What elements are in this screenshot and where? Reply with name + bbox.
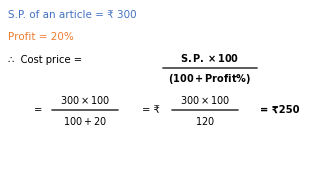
Text: $300\times100$: $300\times100$ bbox=[60, 93, 110, 105]
Text: $120$: $120$ bbox=[195, 114, 215, 126]
Text: S.P. of an article = ₹ 300: S.P. of an article = ₹ 300 bbox=[8, 10, 137, 20]
Text: = ₹: = ₹ bbox=[142, 105, 160, 115]
Text: $\bf{(100 + Profit\%)}$: $\bf{(100 + Profit\%)}$ bbox=[168, 73, 252, 86]
Text: $300\times100$: $300\times100$ bbox=[180, 93, 230, 105]
Text: Profit = 20%: Profit = 20% bbox=[8, 32, 74, 42]
Text: =: = bbox=[34, 105, 42, 115]
Text: $\bf{S.P.\times100}$: $\bf{S.P.\times100}$ bbox=[181, 52, 240, 64]
Text: $100 + 20$: $100 + 20$ bbox=[63, 114, 107, 126]
Text: = ₹250: = ₹250 bbox=[260, 105, 300, 115]
Text: ∴  Cost price =: ∴ Cost price = bbox=[8, 55, 82, 65]
